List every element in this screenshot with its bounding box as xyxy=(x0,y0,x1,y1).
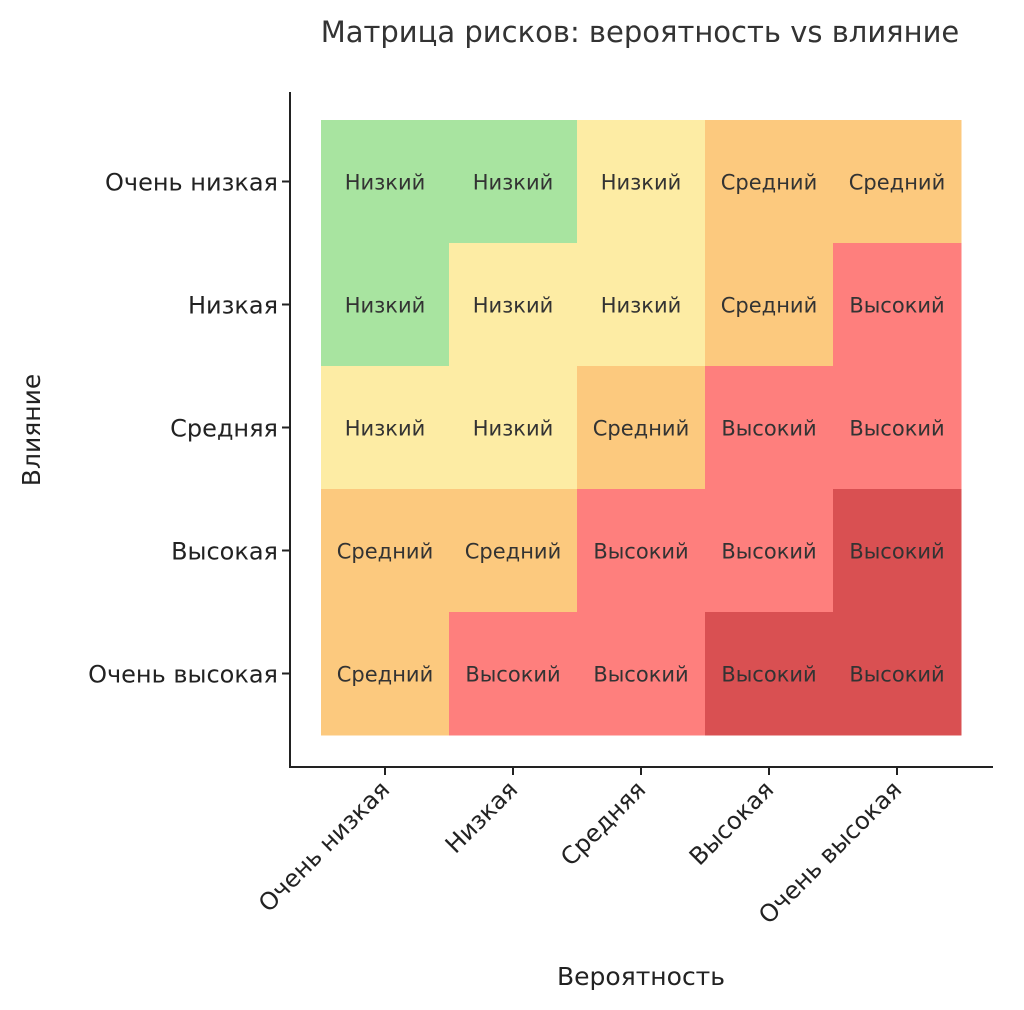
y-tick-label: Очень высокая xyxy=(88,661,278,689)
cell-label: Высокий xyxy=(849,417,944,441)
cell-label: Средний xyxy=(721,171,817,195)
heatmap-cell xyxy=(833,243,962,367)
chart-title: Матрица рисков: вероятность vs влияние xyxy=(321,15,960,49)
heatmap-cell xyxy=(577,243,706,367)
heatmap-cell xyxy=(321,120,450,244)
cell-label: Средний xyxy=(337,540,433,564)
cell-label: Средний xyxy=(337,663,433,687)
cell-label: Низкий xyxy=(345,417,426,441)
heatmap-cell xyxy=(321,243,450,367)
cell-label: Высокий xyxy=(593,663,688,687)
cell-label: Высокий xyxy=(721,417,816,441)
cell-label: Низкий xyxy=(345,171,426,195)
cell-label: Низкий xyxy=(473,417,554,441)
x-tick-label: Низкая xyxy=(440,775,523,858)
cell-label: Низкий xyxy=(601,294,682,318)
cell-label: Высокий xyxy=(593,540,688,564)
cell-label: Высокий xyxy=(465,663,560,687)
x-axis-label: Вероятность xyxy=(557,962,725,991)
cell-label: Средний xyxy=(593,417,689,441)
heatmap-cell xyxy=(833,612,962,736)
heatmap-cell xyxy=(705,366,834,490)
heatmap-cell xyxy=(833,489,962,613)
cell-label: Низкий xyxy=(601,171,682,195)
heatmap-cell xyxy=(449,612,578,736)
cell-label: Высокий xyxy=(849,663,944,687)
heatmap-cell xyxy=(449,243,578,367)
heatmap-cell xyxy=(449,366,578,490)
heatmap-cell xyxy=(321,612,450,736)
cell-label: Средний xyxy=(721,294,817,318)
heatmap-cell xyxy=(449,120,578,244)
cell-label: Низкий xyxy=(473,171,554,195)
cell-label: Высокий xyxy=(849,540,944,564)
heatmap-cell xyxy=(321,366,450,490)
cell-label: Средний xyxy=(465,540,561,564)
heatmap-cell xyxy=(449,489,578,613)
y-axis-label: Влияние xyxy=(17,374,46,486)
heatmap-cells: Низкий Низкий Низкий Средний Средний Низкий Ни… xyxy=(321,120,962,736)
cell-label: Низкий xyxy=(473,294,554,318)
y-tick-label: Низкая xyxy=(188,292,278,320)
heatmap-cell xyxy=(833,120,962,244)
y-tick-label: Очень низкая xyxy=(105,169,278,197)
axis-spines xyxy=(289,92,993,768)
y-tick-label: Высокая xyxy=(171,538,278,566)
heatmap-cell xyxy=(577,489,706,613)
cell-label: Высокий xyxy=(721,663,816,687)
cell-label: Высокий xyxy=(721,540,816,564)
heatmap-cell xyxy=(577,120,706,244)
heatmap-cell xyxy=(577,366,706,490)
y-tick-label: Средняя xyxy=(170,415,278,443)
heatmap-cell xyxy=(833,366,962,490)
x-tick-label: Высокая xyxy=(684,775,779,870)
heatmap-cell xyxy=(577,612,706,736)
cell-label: Низкий xyxy=(345,294,426,318)
heatmap-cell xyxy=(705,243,834,367)
x-tick-label: Очень низкая xyxy=(253,775,395,917)
x-tick-label: Очень высокая xyxy=(753,775,907,929)
heatmap-cell xyxy=(705,120,834,244)
heatmap-cell xyxy=(705,612,834,736)
cell-label: Высокий xyxy=(849,294,944,318)
x-tick-label: Средняя xyxy=(555,775,651,871)
heatmap-cell xyxy=(705,489,834,613)
cell-label: Средний xyxy=(849,171,945,195)
heatmap-cell xyxy=(321,489,450,613)
